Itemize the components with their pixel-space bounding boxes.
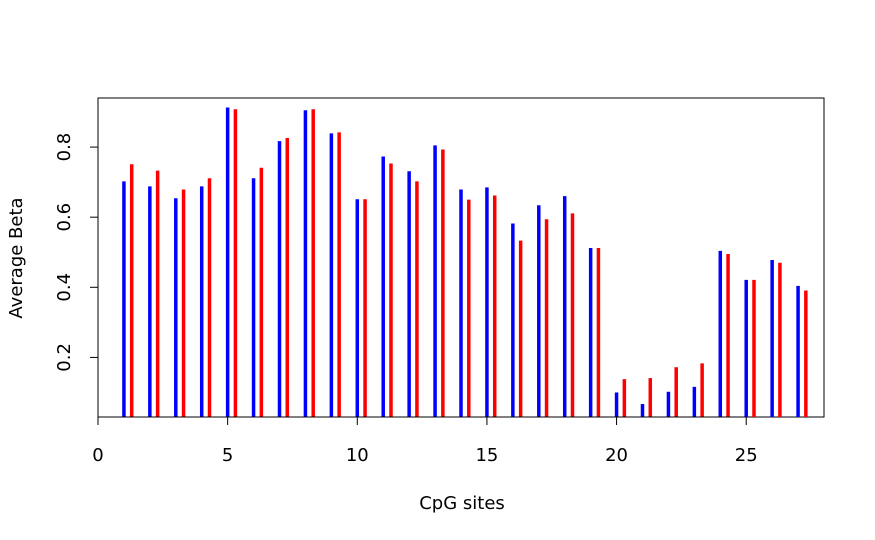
y-axis-label: Average Beta — [6, 197, 27, 318]
y-tick-label-0.8: 0.8 — [54, 133, 75, 162]
x-tick-label-25: 25 — [735, 445, 758, 466]
x-tick-label-0: 0 — [92, 445, 103, 466]
y-tick-label-0.6: 0.6 — [54, 203, 75, 232]
x-tick-label-15: 15 — [475, 445, 498, 466]
x-tick-label-20: 20 — [605, 445, 628, 466]
y-tick-label-0.4: 0.4 — [54, 273, 75, 302]
x-axis: 0 5 10 15 20 25 — [92, 416, 758, 466]
bars-group — [122, 107, 808, 417]
x-tick-label-10: 10 — [346, 445, 369, 466]
y-tick-label-0.2: 0.2 — [54, 343, 75, 372]
x-tick-label-5: 5 — [222, 445, 233, 466]
x-axis-label: CpG sites — [419, 493, 505, 514]
y-axis: 0.2 0.4 0.6 0.8 — [54, 133, 99, 372]
